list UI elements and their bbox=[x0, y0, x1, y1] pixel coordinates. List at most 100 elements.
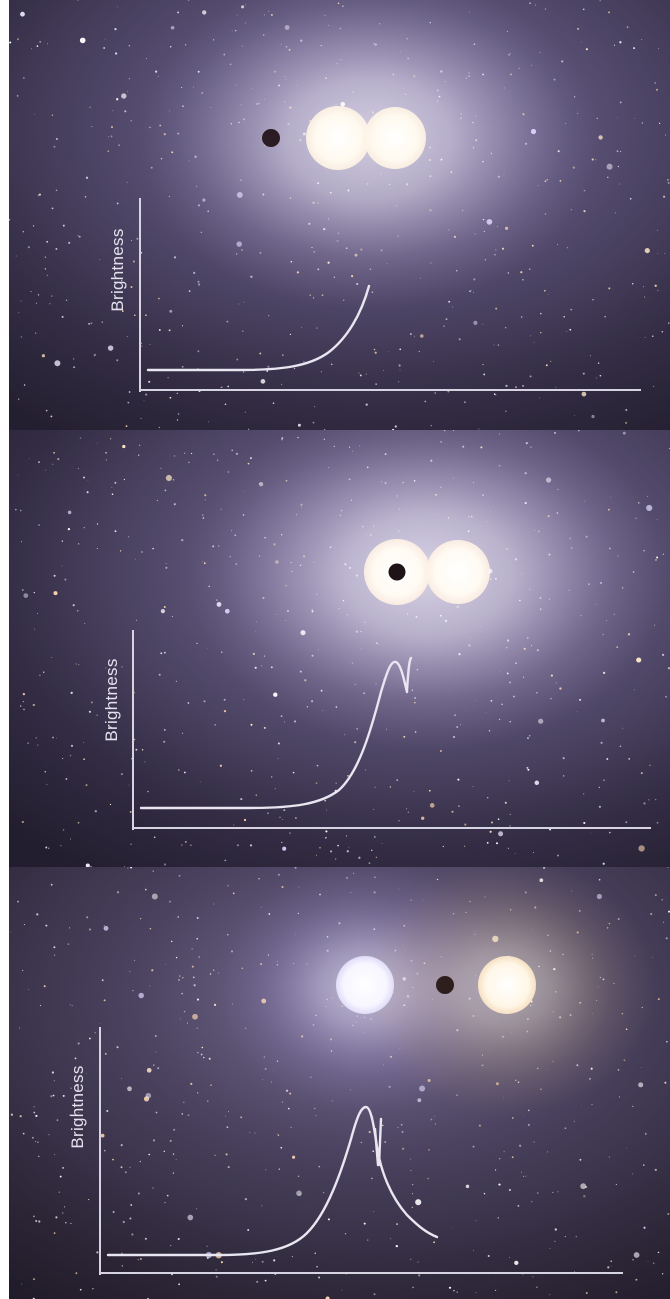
background-star bbox=[78, 664, 80, 666]
background-star bbox=[515, 386, 517, 388]
background-star bbox=[219, 764, 223, 767]
star-b bbox=[364, 107, 426, 169]
background-star bbox=[155, 1051, 157, 1053]
background-star bbox=[129, 971, 131, 973]
background-star bbox=[590, 832, 592, 834]
background-star bbox=[96, 523, 99, 525]
background-star bbox=[401, 1130, 404, 1133]
light-curve bbox=[106, 1105, 439, 1257]
background-star bbox=[116, 891, 120, 894]
background-star bbox=[399, 369, 401, 371]
background-star bbox=[170, 26, 175, 30]
background-star bbox=[169, 900, 171, 903]
background-star bbox=[244, 1197, 248, 1201]
background-star bbox=[566, 331, 568, 332]
star-glow bbox=[189, 430, 669, 750]
background-star bbox=[116, 98, 119, 101]
background-star bbox=[37, 1141, 39, 1143]
background-star bbox=[265, 1169, 267, 1171]
background-star bbox=[196, 998, 200, 1001]
background-star bbox=[261, 1260, 264, 1263]
background-star bbox=[170, 1244, 172, 1247]
background-star bbox=[158, 426, 160, 429]
background-star bbox=[373, 1293, 376, 1296]
background-star bbox=[290, 1126, 292, 1128]
background-star bbox=[79, 37, 86, 44]
background-star bbox=[96, 548, 98, 549]
background-star bbox=[83, 758, 85, 760]
background-star bbox=[251, 1261, 253, 1263]
background-star bbox=[399, 348, 402, 351]
panel-between-stars: Brightness bbox=[9, 867, 670, 1299]
background-star bbox=[347, 774, 349, 777]
background-star bbox=[638, 1082, 644, 1088]
background-star bbox=[244, 411, 246, 413]
background-star bbox=[169, 309, 173, 313]
background-star bbox=[32, 703, 35, 707]
background-star bbox=[220, 387, 222, 388]
background-star bbox=[282, 846, 287, 851]
background-star bbox=[512, 1117, 514, 1119]
background-star bbox=[242, 371, 245, 373]
background-star bbox=[373, 348, 376, 351]
background-star bbox=[639, 658, 641, 660]
background-star bbox=[207, 1100, 209, 1102]
background-star bbox=[104, 1150, 106, 1152]
background-star bbox=[282, 354, 284, 356]
background-star bbox=[465, 1184, 470, 1189]
background-star bbox=[315, 854, 317, 856]
background-star bbox=[398, 364, 401, 367]
background-star bbox=[525, 1175, 527, 1177]
background-star bbox=[187, 0, 190, 1]
background-star bbox=[152, 1139, 156, 1142]
background-star bbox=[505, 410, 507, 412]
background-star bbox=[341, 1289, 343, 1291]
background-star bbox=[112, 110, 114, 112]
background-star bbox=[28, 458, 30, 460]
background-star bbox=[79, 1288, 82, 1291]
background-star bbox=[413, 790, 415, 792]
background-star bbox=[20, 705, 22, 707]
background-star bbox=[107, 150, 110, 153]
background-star bbox=[667, 179, 669, 181]
background-star bbox=[77, 235, 79, 237]
background-star bbox=[665, 695, 667, 698]
background-star bbox=[149, 343, 151, 345]
background-star bbox=[93, 354, 96, 357]
background-star bbox=[537, 1192, 539, 1194]
background-star bbox=[619, 745, 622, 748]
background-star bbox=[181, 844, 183, 846]
background-star bbox=[396, 1223, 399, 1226]
background-star bbox=[83, 476, 85, 479]
background-star bbox=[62, 1166, 65, 1169]
background-star bbox=[390, 1238, 392, 1240]
background-star bbox=[49, 303, 51, 305]
planet bbox=[388, 563, 406, 581]
background-star bbox=[46, 274, 49, 276]
background-star bbox=[664, 252, 666, 254]
background-star bbox=[533, 851, 534, 853]
background-star bbox=[110, 135, 113, 138]
background-star bbox=[196, 937, 199, 940]
background-star bbox=[193, 271, 196, 274]
background-star bbox=[483, 1192, 486, 1195]
background-star bbox=[609, 831, 611, 834]
background-star bbox=[99, 1022, 101, 1024]
background-star bbox=[597, 362, 600, 364]
background-star bbox=[533, 1141, 535, 1143]
background-star bbox=[164, 1201, 166, 1204]
background-star bbox=[39, 674, 41, 677]
background-star bbox=[632, 1105, 634, 1108]
background-star bbox=[610, 1260, 613, 1263]
background-star bbox=[184, 840, 187, 843]
star-a bbox=[306, 106, 370, 170]
background-star bbox=[35, 1141, 36, 1142]
background-star bbox=[38, 1220, 41, 1223]
background-star bbox=[153, 1064, 155, 1066]
background-star bbox=[16, 95, 19, 97]
background-star bbox=[610, 1265, 612, 1267]
background-star bbox=[88, 323, 90, 325]
background-star bbox=[497, 344, 500, 346]
background-star bbox=[505, 327, 507, 329]
background-star bbox=[575, 1235, 578, 1238]
